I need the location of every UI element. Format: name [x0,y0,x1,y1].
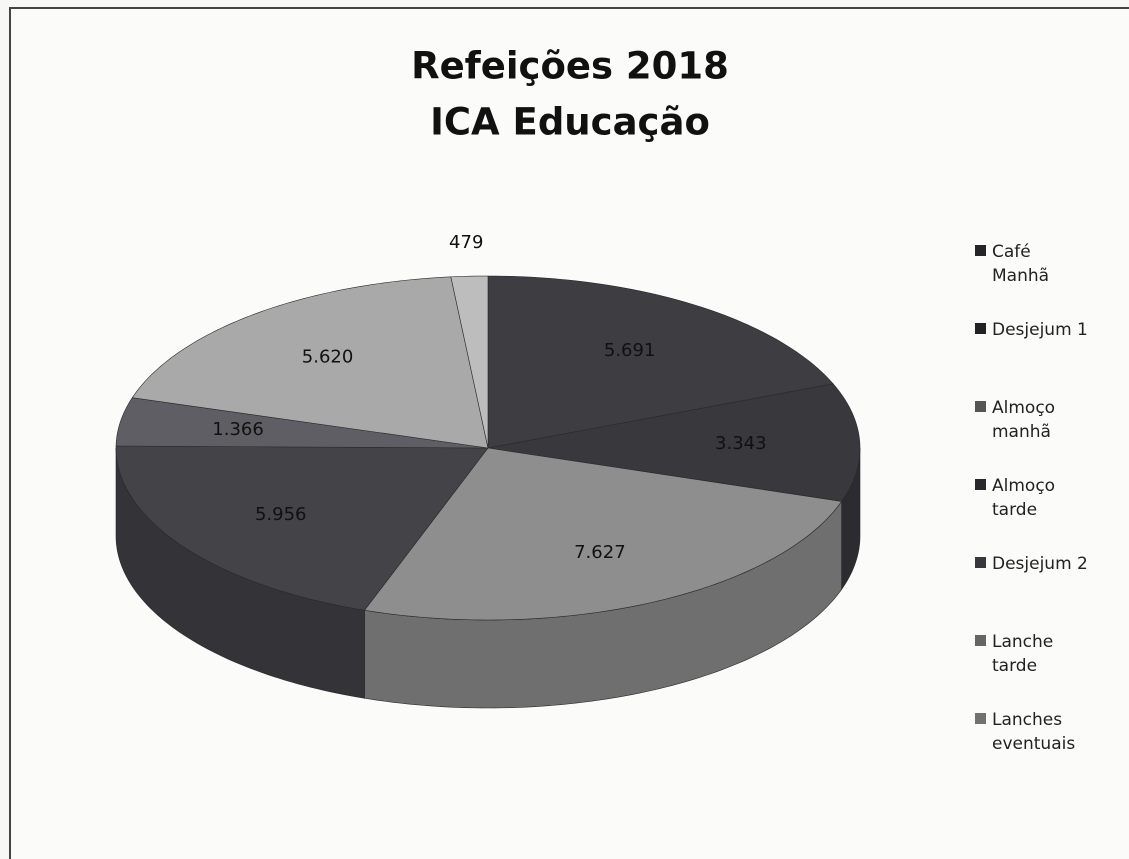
legend-label: Almoço manhã [992,398,1056,442]
legend-swatch [975,635,986,646]
legend-swatch [975,401,986,412]
data-label: 7.627 [574,542,626,563]
legend-label: Desjejum 1 [992,320,1088,340]
data-label: 5.620 [302,347,354,368]
legend-item: Desjejum 2 [975,552,1115,630]
legend-swatch [975,323,986,334]
slice [487,275,834,449]
legend-item: Lanches eventuais [975,708,1115,786]
legend-label: Almoço tarde [992,476,1056,520]
legend-item: Almoço manhã [975,396,1115,474]
legend-item: Almoço tarde [975,474,1115,552]
slice [115,397,489,449]
legend-swatch [975,557,986,568]
legend-label: Desjejum 2 [992,554,1088,574]
slice [363,447,843,621]
slice [131,276,489,449]
legend-label: Lanches eventuais [992,710,1076,754]
legend-label: Café Manhã [992,242,1050,286]
chart-title: Refeições 2018 [411,45,729,88]
legend-item: Café Manhã [975,240,1115,318]
legend-item: Desjejum 1 [975,318,1115,396]
data-label: 1.366 [212,419,264,440]
legend-item: Lanche tarde [975,630,1115,708]
legend: Café Manhã Desjejum 1 Almoço manhã Almoço t… [975,240,1115,786]
data-label: 3.343 [715,433,767,454]
data-label: 5.956 [255,504,307,525]
slice [450,275,489,449]
chart-subtitle: ICA Educação [430,101,710,144]
slice [115,445,489,611]
slice [487,383,861,502]
legend-swatch [975,713,986,724]
data-label: 479 [449,232,483,253]
legend-swatch [975,245,986,256]
legend-swatch [975,479,986,490]
legend-label: Lanche tarde [992,632,1054,676]
data-label: 5.691 [604,340,656,361]
